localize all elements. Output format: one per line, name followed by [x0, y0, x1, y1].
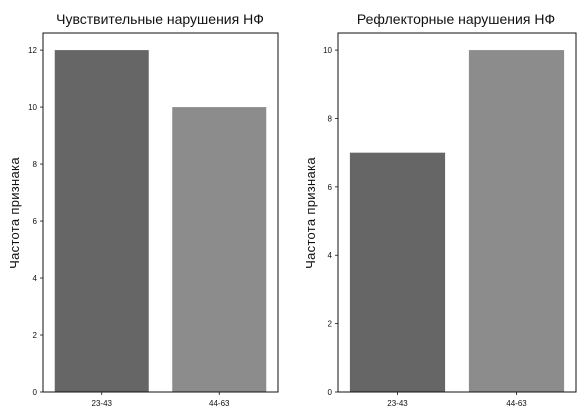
chart-right-y-tick-label: 2 [328, 320, 333, 329]
chart-right-bar-44-63 [468, 50, 565, 392]
chart-left-y-tick-label: 2 [33, 331, 38, 340]
chart-right-title: Рефлекторные нарушения НФ [357, 11, 555, 27]
chart-right-y-axis-label: Частота признака [303, 157, 318, 269]
chart-left-x-tick-label: 23-43 [92, 399, 113, 408]
chart-left-y-tick-label: 0 [33, 388, 38, 397]
chart-right-y-tick-label: 0 [328, 388, 333, 397]
chart-left-y-tick-label: 8 [33, 160, 38, 169]
chart-left-x-tick-label: 44-63 [209, 399, 230, 408]
chart-left-y-tick-label: 6 [33, 217, 38, 226]
chart-left-title: Чувствительные нарушения НФ [56, 11, 264, 27]
chart-right-x-tick-label: 44-63 [506, 399, 527, 408]
chart-left-bar-23-43 [54, 50, 149, 392]
chart-left-y-tick-label: 4 [33, 274, 38, 283]
chart-right-y-tick-label: 8 [328, 114, 333, 123]
chart-right: Рефлекторные нарушения НФ Частота призна… [303, 11, 577, 408]
chart-left-y-tick-label: 10 [28, 103, 37, 112]
chart-left-bar-44-63 [172, 107, 267, 392]
chart-right-plot-frame [337, 32, 577, 393]
chart-right-x-tick-label: 23-43 [387, 399, 408, 408]
chart-right-y-tick-label: 10 [323, 46, 332, 55]
chart-left: Чувствительные нарушения НФ Частота приз… [7, 11, 279, 408]
chart-right-bar-23-43 [349, 152, 446, 392]
chart-left-plot-frame [42, 32, 279, 393]
chart-left-y-axis-label: Частота признака [7, 157, 22, 269]
chart-left-y-tick-label: 12 [28, 46, 37, 55]
chart-right-y-tick-label: 4 [328, 251, 333, 260]
chart-right-y-tick-label: 6 [328, 183, 333, 192]
